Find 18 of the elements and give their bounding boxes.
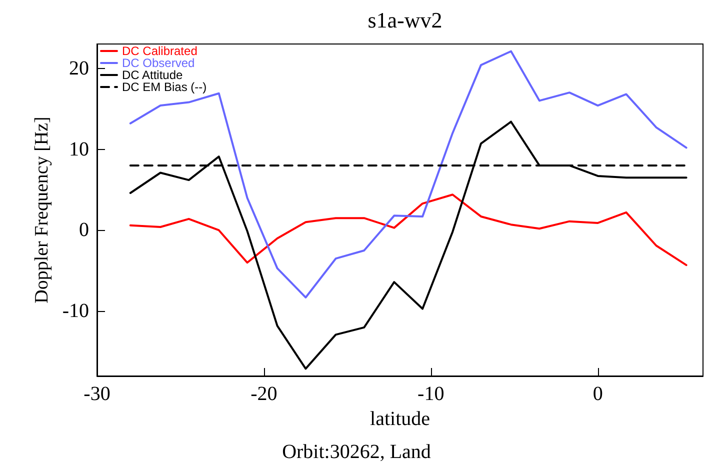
y-tick-label: 0 [79,219,89,242]
y-axis-title: Doppler Frequency [Hz] [31,116,52,304]
y-tick-label: 10 [69,138,89,160]
legend-label: DC Observed [122,56,195,70]
x-tick-label: -20 [250,383,278,405]
y-tick-label: 20 [69,57,89,80]
x-axis-title: latitude [370,408,430,430]
x-tick-label: -10 [418,383,444,405]
line-series [129,120,688,370]
line-series [129,194,688,266]
y-tick-label: -10 [62,300,89,322]
x-tick-label: 0 [592,383,603,405]
chart-title: s1a-wv2 [368,8,442,32]
legend-label: DC Calibrated [122,44,198,58]
text: Orbit:30262, Land [282,441,431,463]
legend-label: DC Attitude [122,68,184,82]
x-tick-label: -30 [84,383,110,405]
legend-label: DC EM Bias (--) [122,80,207,94]
